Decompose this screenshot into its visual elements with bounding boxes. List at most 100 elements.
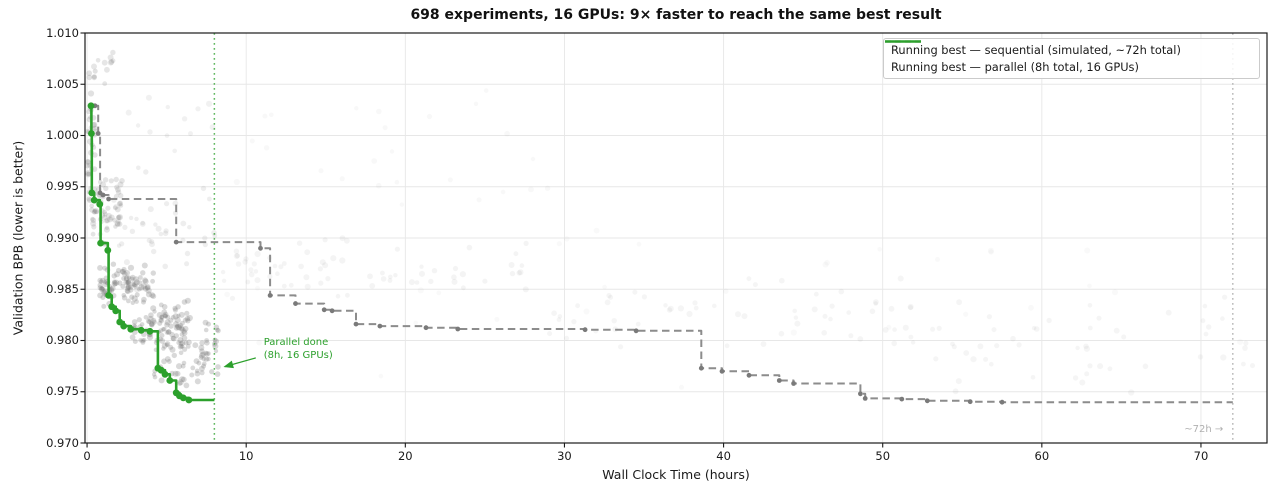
scatter-point: [575, 303, 580, 309]
scatter-point: [857, 336, 864, 342]
scatter-point: [104, 66, 110, 73]
scatter-point: [118, 193, 124, 199]
scatter-point: [199, 348, 205, 354]
scatter-point: [393, 273, 398, 278]
chart-title: 698 experiments, 16 GPUs: 9× faster to r…: [410, 7, 942, 23]
scatter-point: [174, 317, 181, 324]
scatter-point: [164, 330, 170, 335]
scatter-point: [151, 248, 157, 255]
scatter-point: [133, 276, 140, 283]
scatter-point: [482, 278, 488, 284]
annotation-72h-line1: ~72h →: [1184, 423, 1224, 435]
scatter-point: [339, 257, 346, 264]
scatter-point: [107, 216, 113, 223]
scatter-point: [98, 279, 104, 285]
annotation-parallel-done-line2: (8h, 16 GPUs): [263, 349, 333, 361]
scatter-point: [193, 358, 200, 364]
scatter-point: [180, 344, 185, 349]
scatter-point: [166, 329, 172, 335]
scatter-point: [793, 315, 799, 320]
scatter-point: [1084, 371, 1090, 377]
scatter-point: [466, 244, 473, 251]
scatter-point: [1083, 345, 1090, 352]
scatter-point: [121, 266, 127, 273]
scatter-point: [114, 220, 121, 227]
scatter-point: [124, 270, 130, 276]
legend-entry-sequential: Running best — sequential (simulated, ~7…: [885, 40, 1252, 57]
scatter-point: [902, 324, 909, 331]
scatter-point: [161, 304, 168, 310]
scatter-point: [452, 265, 459, 272]
scatter-point: [186, 314, 193, 322]
scatter-point: [139, 322, 145, 327]
scatter-point: [109, 285, 116, 292]
scatter-point: [214, 371, 221, 377]
scatter-point: [86, 196, 92, 202]
scatter-point: [891, 340, 897, 347]
scatter-point: [149, 239, 155, 245]
sequential-marker-dot: [719, 368, 725, 374]
scatter-point: [387, 278, 393, 283]
scatter-point: [171, 352, 177, 359]
scatter-point: [100, 277, 106, 283]
scatter-point: [956, 299, 962, 306]
scatter-point: [779, 277, 785, 284]
scatter-point: [196, 360, 202, 366]
sequential-marker-dot: [377, 323, 383, 329]
scatter-point: [102, 279, 108, 285]
scatter-point: [1222, 294, 1228, 300]
scatter-point: [125, 109, 132, 116]
scatter-point: [161, 327, 166, 332]
scatter-point: [101, 59, 108, 66]
scatter-point: [177, 337, 184, 343]
scatter-point: [144, 285, 151, 291]
scatter-point: [1165, 309, 1172, 316]
scatter-point: [93, 208, 100, 214]
scatter-point: [177, 379, 184, 386]
scatter-point: [476, 197, 482, 203]
scatter-point: [428, 278, 434, 285]
scatter-point: [97, 179, 103, 185]
scatter-point: [162, 230, 169, 237]
scatter-point: [99, 286, 105, 291]
scatter-point: [1237, 338, 1244, 345]
scatter-point: [319, 259, 326, 266]
scatter-point: [106, 212, 112, 219]
scatter-point: [164, 201, 170, 207]
sequential-marker-dot: [862, 396, 868, 401]
scatter-point: [129, 276, 135, 282]
scatter-point: [180, 220, 187, 227]
scatter-point: [908, 334, 914, 340]
scatter-point: [145, 287, 152, 294]
parallel-marker-dot: [90, 196, 98, 204]
scatter-point: [86, 171, 92, 177]
scatter-point: [930, 326, 936, 332]
scatter-point: [147, 315, 154, 323]
scatter-point: [417, 287, 424, 294]
sequential-marker-dot: [329, 308, 335, 314]
scatter-point: [90, 217, 97, 223]
scatter-point: [1241, 361, 1246, 367]
scatter-point: [101, 289, 108, 296]
scatter-point: [181, 116, 188, 122]
sequential-marker-dot: [455, 326, 461, 332]
scatter-point: [97, 265, 103, 271]
scatter-point: [90, 220, 97, 227]
sequential-marker-dot: [100, 192, 106, 198]
scatter-point: [986, 314, 993, 320]
scatter-point: [92, 208, 98, 213]
scatter-point: [124, 275, 130, 282]
scatter-point: [564, 236, 570, 242]
sequential-marker-dot: [267, 293, 273, 298]
scatter-point: [190, 365, 196, 371]
scatter-point: [1142, 363, 1149, 370]
x-tick-label: 0: [83, 449, 91, 463]
scatter-point: [150, 317, 157, 324]
scatter-point: [140, 270, 146, 276]
scatter-point: [344, 237, 350, 244]
scatter-point: [159, 314, 165, 320]
scatter-point: [110, 49, 116, 56]
scatter-point: [126, 279, 132, 285]
scatter-point: [114, 184, 120, 190]
